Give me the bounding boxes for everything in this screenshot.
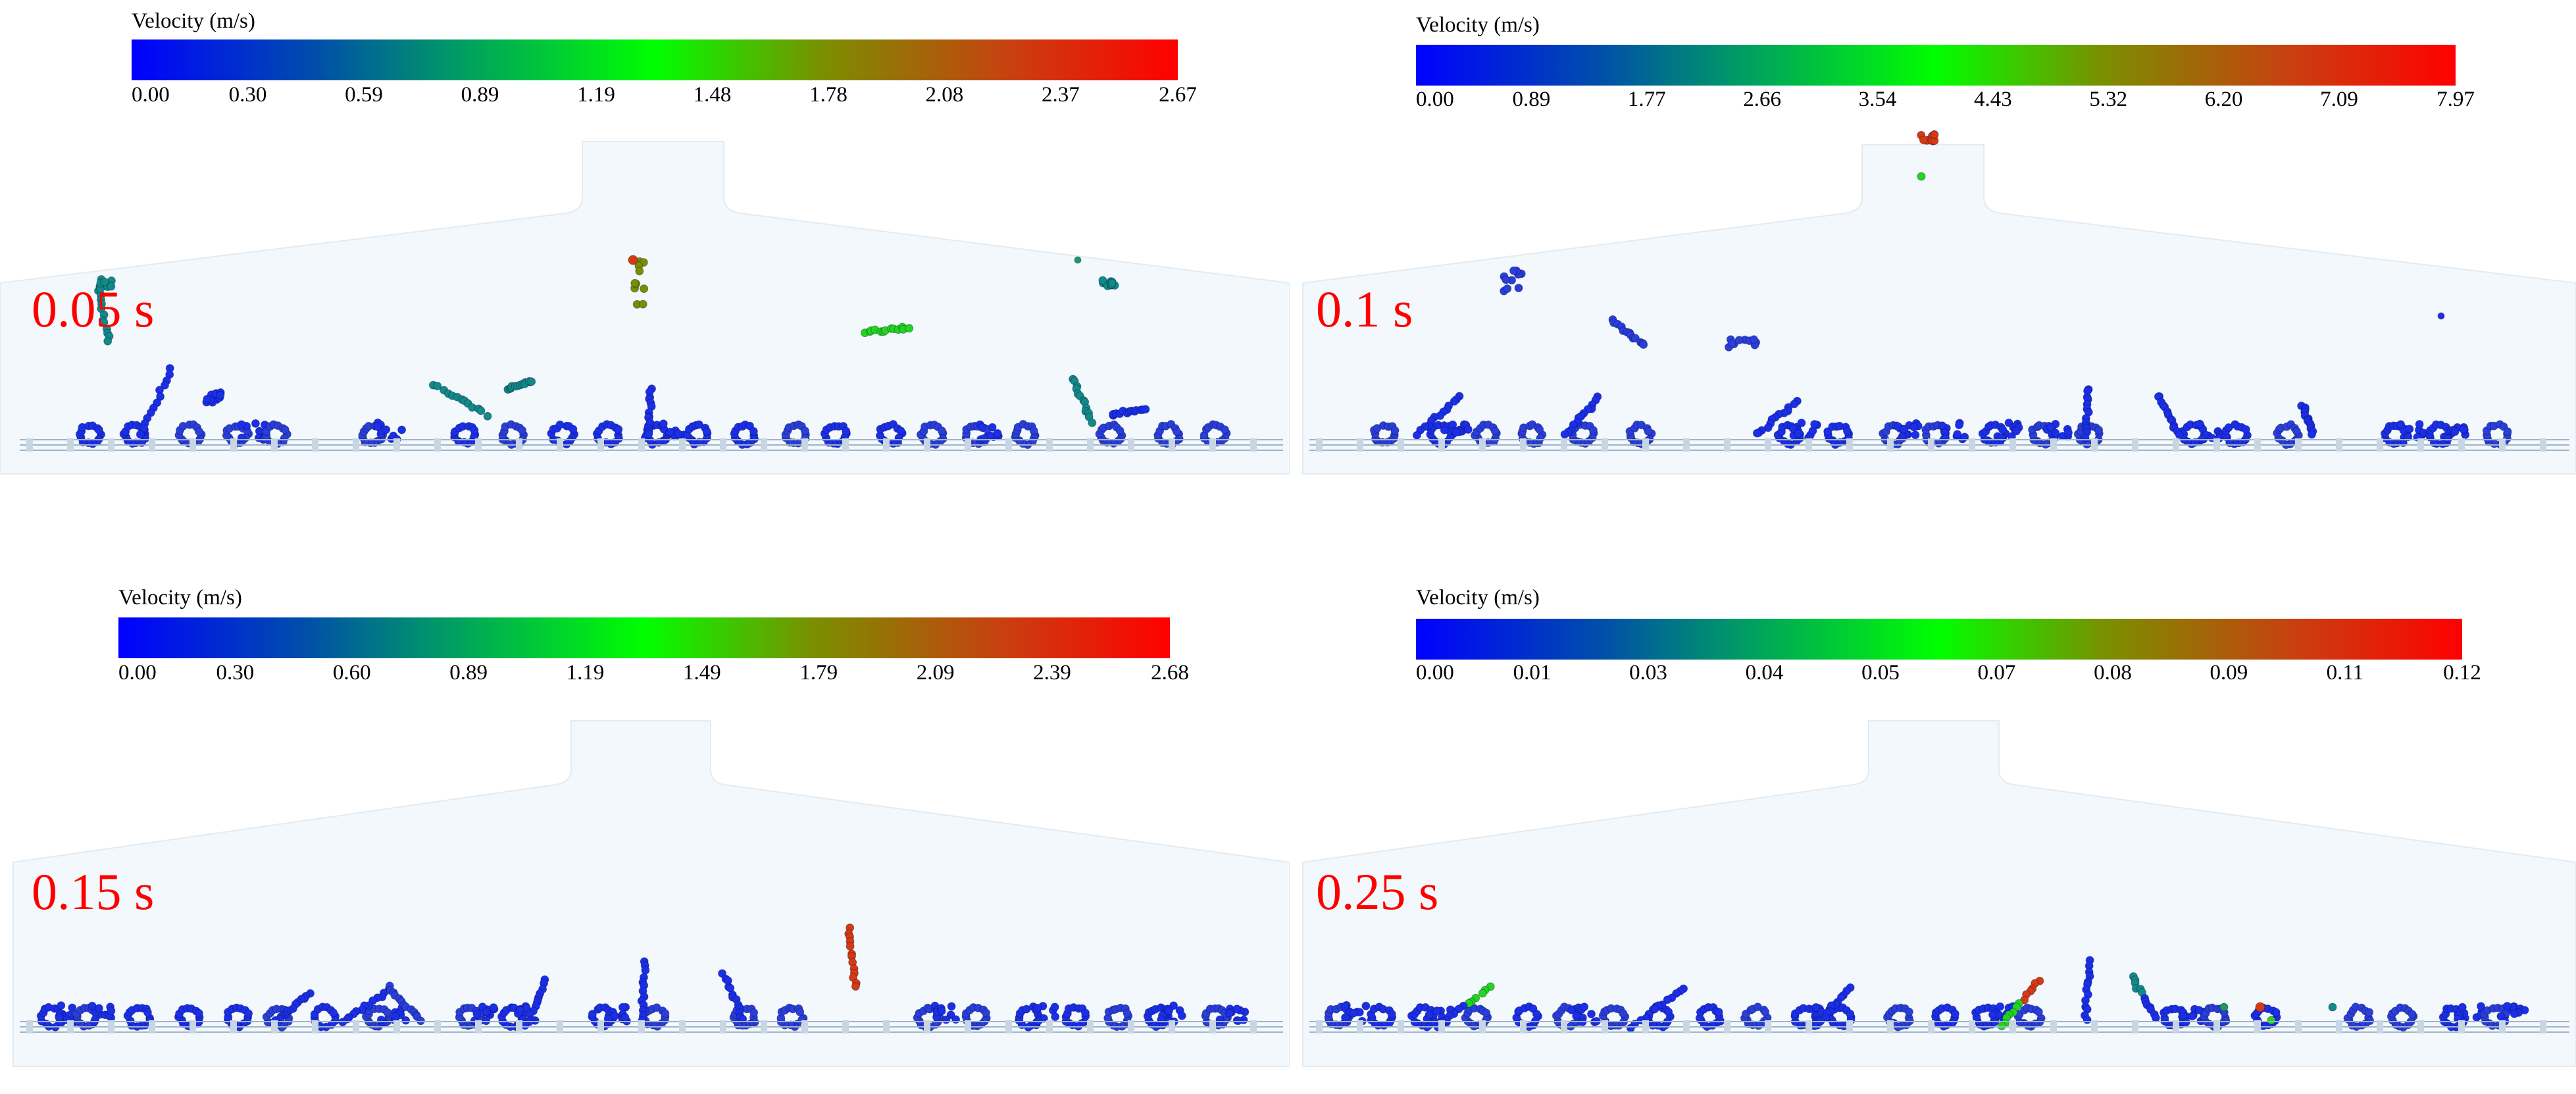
colorbar-tick: 0.89 (1512, 88, 1551, 111)
colorbar-tick: 1.19 (577, 83, 615, 107)
support-mesh (1309, 1020, 2569, 1033)
particle-clusters (36, 924, 1250, 1032)
simulation-scene: 0.1 s (1290, 0, 2576, 547)
colorbar-tick: 2.39 (1033, 661, 1071, 685)
colorbar-tick: 2.67 (1159, 83, 1197, 107)
colorbar-title: Velocity (m/s) (132, 9, 255, 33)
colorbar-tick: 0.09 (2210, 661, 2248, 685)
colorbar (118, 617, 1170, 658)
colorbar (1416, 45, 2456, 86)
colorbar-title: Velocity (m/s) (118, 586, 242, 610)
colorbar-tick: 0.89 (449, 661, 488, 685)
colorbar-title: Velocity (m/s) (1416, 13, 1540, 37)
colorbar-tick: 1.48 (693, 83, 732, 107)
colorbar-tick: 2.37 (1042, 83, 1080, 107)
colorbar-tick: 1.19 (566, 661, 605, 685)
colorbar-tick: 0.30 (216, 661, 255, 685)
colorbar-ticks: 0.00 0.89 1.77 2.66 3.54 4.43 5.32 6.20 … (1416, 88, 2475, 114)
simulation-scene: 0.25 s (1290, 573, 2576, 1094)
support-mesh (20, 438, 1283, 452)
colorbar-tick: 2.68 (1151, 661, 1189, 685)
colorbar-tick: 0.59 (345, 83, 383, 107)
colorbar-tick: 0.00 (118, 661, 157, 685)
colorbar-tick: 0.00 (1416, 88, 1454, 111)
colorbar-ticks: 0.00 0.01 0.03 0.04 0.05 0.07 0.08 0.09 … (1416, 661, 2481, 687)
colorbar-tick: 0.60 (332, 661, 371, 685)
colorbar (1416, 619, 2462, 660)
colorbar-tick: 7.09 (2320, 88, 2358, 111)
support-mesh (1309, 438, 2569, 452)
colorbar-title: Velocity (m/s) (1416, 586, 1540, 610)
colorbar-tick: 5.32 (2089, 88, 2128, 111)
time-label: 0.05 s (32, 280, 155, 338)
panel-0-1s: 0.1 s Velocity (m/s) 0.00 0.89 1.77 2.66… (1290, 0, 2576, 547)
panel-0-05s: 0.05 s Velocity (m/s) 0.00 0.30 0.59 0.8… (0, 0, 1290, 547)
colorbar-tick: 4.43 (1974, 88, 2012, 111)
colorbar-ticks: 0.00 0.30 0.60 0.89 1.19 1.49 1.79 2.09 … (118, 661, 1189, 687)
colorbar-tick: 0.04 (1745, 661, 1784, 685)
colorbar-tick: 2.66 (1743, 88, 1781, 111)
colorbar-tick: 0.00 (132, 83, 170, 107)
chamber-svg (1302, 720, 2576, 1067)
colorbar-tick: 1.79 (799, 661, 838, 685)
colorbar-tick: 0.12 (2443, 661, 2481, 685)
chamber-svg (0, 141, 1290, 475)
colorbar-tick: 0.03 (1629, 661, 1667, 685)
colorbar-tick: 6.20 (2204, 88, 2243, 111)
chamber-svg (1302, 130, 2576, 475)
colorbar-tick: 3.54 (1858, 88, 1897, 111)
colorbar-ticks: 0.00 0.30 0.59 0.89 1.19 1.48 1.78 2.08 … (132, 83, 1197, 109)
panel-0-15s: 0.15 s Velocity (m/s) 0.00 0.30 0.60 0.8… (0, 573, 1290, 1094)
time-label: 0.1 s (1316, 280, 1413, 338)
colorbar-tick: 0.30 (228, 83, 267, 107)
time-label: 0.15 s (32, 863, 155, 920)
colorbar-tick: 0.08 (2094, 661, 2132, 685)
simulation-scene: 0.15 s (0, 573, 1290, 1094)
colorbar-tick: 7.97 (2437, 88, 2475, 111)
colorbar-tick: 1.77 (1627, 88, 1666, 111)
support-mesh (20, 1020, 1283, 1033)
colorbar-tick: 0.01 (1513, 661, 1552, 685)
colorbar-tick: 0.11 (2326, 661, 2364, 685)
time-label: 0.25 s (1316, 863, 1439, 920)
chamber-svg (13, 720, 1290, 1067)
simulation-scene: 0.05 s (0, 0, 1290, 547)
colorbar-tick: 2.08 (925, 83, 964, 107)
colorbar-tick: 1.49 (683, 661, 721, 685)
colorbar-tick: 2.09 (916, 661, 955, 685)
colorbar-tick: 1.78 (809, 83, 847, 107)
colorbar (132, 39, 1178, 80)
colorbar-tick: 0.00 (1416, 661, 1454, 685)
colorbar-tick: 0.89 (461, 83, 499, 107)
colorbar-tick: 0.07 (1977, 661, 2016, 685)
panel-0-25s: 0.25 s Velocity (m/s) 0.00 0.01 0.03 0.0… (1290, 573, 2576, 1094)
colorbar-tick: 0.05 (1861, 661, 1900, 685)
